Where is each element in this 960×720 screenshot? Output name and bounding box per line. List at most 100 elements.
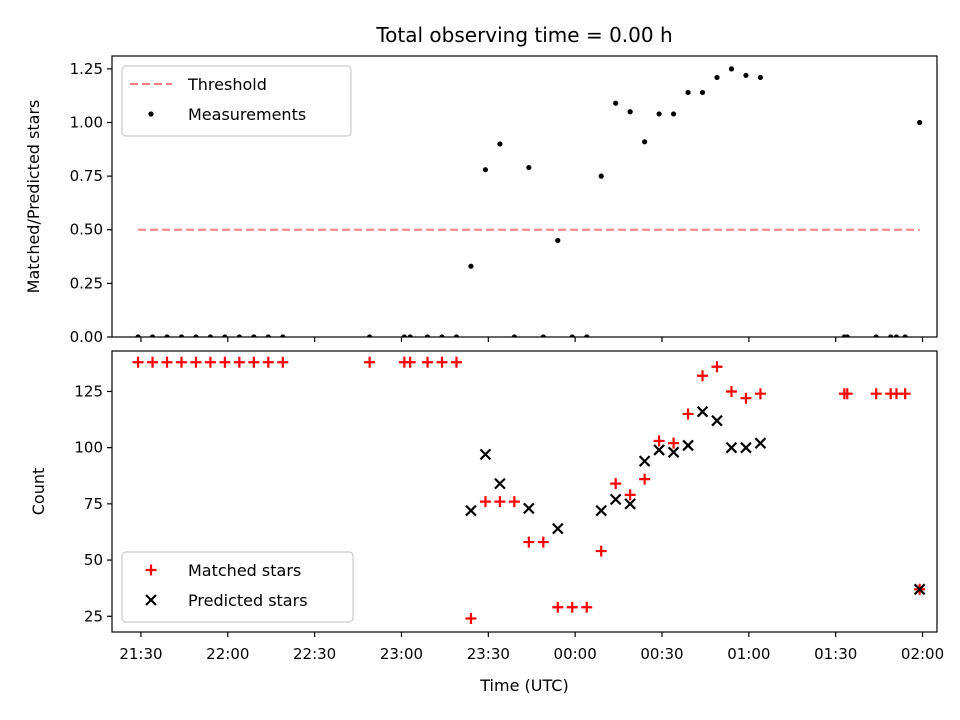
matched-stars-point bbox=[508, 496, 520, 508]
matched-stars-point bbox=[204, 356, 216, 368]
measurements-point bbox=[482, 167, 489, 173]
x-axis-label: Time (UTC) bbox=[479, 676, 568, 695]
measurements-point bbox=[728, 66, 735, 72]
measurements-point bbox=[193, 334, 199, 337]
matched-stars-point bbox=[248, 356, 260, 368]
plot-area bbox=[135, 66, 923, 337]
matched-stars-point bbox=[740, 392, 752, 404]
matched-stars-point bbox=[523, 536, 535, 548]
matched-stars-point bbox=[841, 388, 853, 400]
predicted-stars-point bbox=[523, 502, 535, 515]
matched-stars-point bbox=[175, 356, 187, 368]
matched-stars-point bbox=[277, 356, 289, 368]
measurements-point bbox=[424, 334, 431, 337]
matched-stars-point bbox=[450, 356, 462, 368]
measurements-point bbox=[844, 334, 850, 337]
measurements-point bbox=[569, 334, 575, 337]
matched-stars-point bbox=[404, 356, 416, 368]
legend-label-predicted-stars: Predicted stars bbox=[188, 591, 308, 610]
matched-stars-point bbox=[552, 601, 564, 613]
y-tick-label: 100 bbox=[74, 439, 103, 457]
measurements-point bbox=[526, 164, 532, 171]
y-tick-label: 0.25 bbox=[70, 274, 103, 292]
measurements-point bbox=[642, 139, 648, 145]
matched-stars-point bbox=[219, 356, 231, 368]
y-tick-label: 75 bbox=[84, 495, 103, 513]
measurements-point bbox=[401, 334, 407, 337]
predicted-stars-point bbox=[494, 477, 506, 490]
predicted-stars-point bbox=[609, 493, 622, 506]
x-tick-label: 23:00 bbox=[380, 645, 423, 663]
measurements-point bbox=[280, 334, 286, 337]
measurements-point bbox=[627, 109, 633, 115]
measurements-point bbox=[511, 334, 517, 337]
matched-stars-point bbox=[190, 356, 202, 368]
matched-stars-point bbox=[639, 473, 651, 485]
measurements-point bbox=[222, 334, 228, 337]
measurements-point bbox=[497, 141, 503, 147]
predicted-stars-point bbox=[754, 437, 767, 449]
x-tick-label: 21:30 bbox=[119, 645, 162, 663]
subplot-2: 25 50 75 100 125 21:30 22:00 22:30 23:00 23:30 00:… bbox=[29, 350, 944, 695]
measurements-point bbox=[540, 334, 546, 337]
plot-area bbox=[132, 356, 926, 625]
legend: Matched stars Predicted stars bbox=[121, 551, 354, 623]
x-tick-label: 00:00 bbox=[554, 645, 597, 663]
legend-handle-measurements bbox=[148, 111, 154, 117]
x-tick-label: 01:00 bbox=[727, 645, 770, 663]
matched-stars-point bbox=[132, 356, 144, 368]
matched-stars-point bbox=[262, 356, 274, 368]
predicted-stars-point bbox=[653, 444, 665, 456]
measurements-point bbox=[699, 89, 706, 96]
matched-stars-point bbox=[537, 536, 549, 548]
legend-label-threshold: Threshold bbox=[187, 75, 267, 94]
measurements-point bbox=[757, 74, 764, 81]
measurements-point bbox=[714, 74, 720, 81]
legend-handle-predicted-stars bbox=[145, 594, 157, 606]
matched-stars-point bbox=[668, 437, 680, 449]
predicted-stars-point bbox=[465, 504, 477, 517]
y-tick-label: 25 bbox=[84, 607, 103, 625]
measurements-point bbox=[917, 119, 923, 126]
measurements-point bbox=[164, 334, 170, 337]
matched-stars-point bbox=[566, 601, 578, 613]
measurements-point bbox=[685, 89, 691, 96]
x-tick-label: 22:30 bbox=[293, 645, 336, 663]
matched-stars-point bbox=[754, 388, 766, 400]
measurements-point bbox=[555, 237, 561, 244]
measurements-point bbox=[453, 334, 460, 337]
x-tick-label: 02:00 bbox=[901, 645, 944, 663]
predicted-stars-point bbox=[696, 405, 709, 418]
predicted-stars-point bbox=[740, 441, 752, 454]
measurements-point bbox=[468, 263, 474, 269]
legend-label-measurements: Measurements bbox=[188, 105, 306, 124]
legend-label-matched-stars: Matched stars bbox=[188, 561, 301, 580]
measurements-point bbox=[888, 334, 894, 337]
x-tick-label: 22:00 bbox=[206, 645, 249, 663]
measurements-point bbox=[670, 111, 677, 117]
matched-stars-point bbox=[595, 545, 607, 557]
predicted-stars-point bbox=[682, 439, 694, 452]
matched-stars-point bbox=[624, 489, 636, 501]
predicted-stars-point bbox=[595, 504, 607, 517]
matched-stars-point bbox=[479, 496, 491, 508]
measurements-point bbox=[902, 334, 908, 337]
x-tick-label: 23:30 bbox=[467, 645, 510, 663]
legend: Threshold Measurements bbox=[121, 65, 352, 137]
matched-stars-point bbox=[711, 361, 723, 373]
matched-stars-point bbox=[682, 408, 694, 420]
predicted-stars-point bbox=[638, 455, 651, 467]
matched-stars-point bbox=[653, 435, 665, 447]
y-axis-label: Matched/Predicted stars bbox=[24, 100, 43, 294]
axes-frame bbox=[111, 55, 938, 338]
measurements-point bbox=[407, 334, 413, 337]
matched-stars-point bbox=[465, 613, 477, 625]
measurements-point bbox=[251, 334, 257, 337]
subplot-1: 0.00 0.25 0.50 0.75 1.00 1.25 Total observing … bbox=[24, 23, 938, 346]
matched-stars-point bbox=[161, 356, 173, 368]
measurements-point bbox=[598, 173, 604, 179]
matched-stars-point bbox=[899, 388, 911, 400]
x-tick-label: 00:30 bbox=[640, 645, 683, 663]
y-tick-label: 1.00 bbox=[70, 113, 103, 131]
